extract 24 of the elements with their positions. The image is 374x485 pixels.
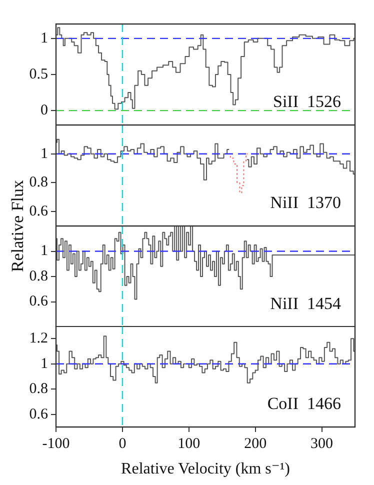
y-tick-label: 1 [40,30,48,46]
x-tick-label: 300 [310,436,334,452]
x-tick-label: -100 [42,436,70,452]
y-tick-label: 0.8 [29,268,48,284]
annotation: SiII 1526 [273,92,341,111]
y-tick-label: 0.8 [29,381,48,398]
y-tick-label: 1 [40,356,48,372]
y-tick-label: 1 [40,146,48,162]
x-axis-title: Relative Velocity (km s⁻¹) [121,460,290,478]
annotation: CoII 1466 [267,394,341,413]
y-tick-label: 0.6 [29,406,48,422]
x-tick-label: 0 [118,436,126,452]
y-tick-label: 0.6 [29,204,48,220]
y-tick-label: 1 [40,243,48,260]
annotation: NiII 1454 [270,294,342,313]
y-tick-label: 1.2 [29,330,48,347]
annotation: NiII 1370 [270,192,341,212]
x-tick-label: 100 [178,436,200,452]
y-tick-label: 0 [40,102,48,119]
y-tick-label: 0.8 [29,174,48,191]
y-axis-title: Relative Flux [8,179,28,272]
y-tick-label: 0.6 [29,294,48,310]
x-tick-label: 200 [244,436,267,452]
y-tick-label: 0.5 [29,66,48,82]
